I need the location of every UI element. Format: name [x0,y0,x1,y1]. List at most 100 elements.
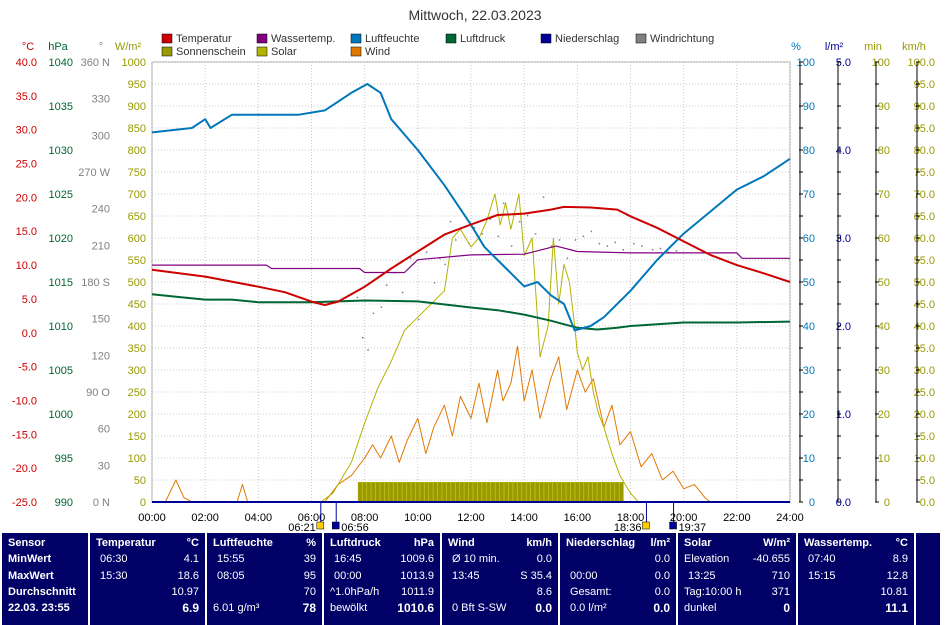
wind-direction-point [385,284,388,286]
wind-axis-unit: km/h [902,41,926,53]
temp-min-time: 06:30 [100,553,128,566]
pressure-max-value: 1013.9 [400,569,434,582]
sunshine-bar [619,482,624,503]
wind-current-value: 0.0 [535,601,552,616]
x-tick-label: 02:00 [191,512,219,524]
wind-direction-point [566,257,569,260]
legend-swatch [161,33,173,44]
water-header: Wassertemp. [804,537,873,549]
wind-direction-point [518,220,521,223]
press-tick-label: 1015 [49,277,73,289]
sunshine-bar [481,482,487,503]
dusk-label: 19:37 [679,522,707,533]
pressure-avg-value: 1011.9 [401,585,434,598]
solar-header: Solar [684,537,712,549]
solar-tick-label: 100 [128,453,146,465]
wind-tick-label: 85.0 [914,123,935,135]
humidity-current-value: 78 [302,601,316,616]
sunshine-bar [574,482,580,503]
legend-swatch [256,33,268,44]
wind-direction-point [590,230,593,233]
legend-swatch [635,33,647,44]
wind-direction-point [372,312,375,315]
wind-direction-point [651,249,654,251]
wind-tick-label: 40.0 [914,321,935,333]
press-tick-label: 1020 [49,233,73,245]
legend-swatch [161,46,173,57]
temp-tick-label: 30.0 [16,125,37,137]
wind-tick-label: 65.0 [914,211,935,223]
legend-label: Temperatur [176,33,232,45]
legend-label: Luftfeuchte [365,33,419,45]
wind-tick-label: 80.0 [914,145,935,157]
pressure-condition: bewölkt [330,602,368,615]
legend-label: Windrichtung [650,33,714,45]
sunshine-bar [552,482,558,503]
temp-unit: °C [186,537,199,549]
wind-avg10-label: Ø 10 min. [452,553,500,566]
x-tick-label: 20:00 [670,512,698,524]
dir-tick-label: 330 [92,94,110,106]
wind-tick-label: 50.0 [914,277,935,289]
wind-beaufort: 0 Bft S-SW [452,602,507,615]
sunshine-bar [601,482,606,503]
dawn-label: 06:56 [341,522,369,533]
sunshine-bar [433,482,438,503]
extra-panel [916,533,940,625]
wind-avg-value: 8.6 [536,585,552,598]
sun-tick-label: 0 [884,497,890,509]
solar-tick-label: 800 [128,145,146,157]
dir-tick-label: 90 O [86,387,110,399]
temp-tick-label: 15.0 [16,226,37,238]
sunshine-bar [393,482,398,503]
temp-tick-label: -15.0 [12,429,37,441]
humidity-avg-value: 70 [303,585,316,598]
wind-direction-point [425,251,428,253]
dir-tick-label: 270 W [78,167,110,179]
dir-axis-unit: ° [99,41,103,53]
sunshine-bar [530,482,536,503]
sunshine-bar [610,482,615,503]
wind-max-value: S 35.4 [520,569,552,582]
sunshine-bar [539,482,544,503]
wind-tick-label: 35.0 [914,343,935,355]
solar-daylength: Tag:10:00 h [684,585,742,598]
sunshine-bar [579,482,584,503]
temp-tick-label: -5.0 [18,362,37,374]
sun-tick-label: 70 [878,189,890,201]
hum-tick-label: 80 [803,145,815,157]
sunshine-bar [379,482,385,503]
x-tick-label: 24:00 [776,512,804,524]
temp-max-time: 15:30 [100,569,128,582]
wind-direction-point [367,349,369,351]
temp-tick-label: 25.0 [16,159,37,171]
sunshine-bar [499,482,505,503]
wind-direction-point [675,250,678,252]
dir-tick-label: 210 [92,240,110,252]
wind-direction-point [558,239,561,241]
sunshine-bar [424,482,429,503]
press-tick-label: 1025 [49,189,73,201]
x-tick-label: 06:00 [298,512,326,524]
sun-tick-label: 20 [878,409,890,421]
wind-tick-label: 10.0 [914,453,935,465]
solar-elevation-label: Elevation [684,553,730,566]
press-tick-label: 995 [55,453,73,465]
sun-tick-label: 10 [878,453,890,465]
rain-total-label: Gesamt: [570,585,612,598]
dir-tick-label: 300 [92,130,110,142]
wind-tick-label: 20.0 [914,409,935,421]
sunshine-bar [366,482,372,503]
temp-min-value: 4.1 [183,553,199,566]
x-tick-label: 00:00 [138,512,166,524]
rain-max-time: 00:00 [570,569,598,582]
sunset-label: 18:36 [614,522,642,533]
wind-direction-point [614,241,617,244]
sunshine-bar [495,482,500,503]
sunshine-bar [517,482,522,503]
humidity-min-value: 39 [303,553,316,566]
humidity-panel: Luftfeuchte% 15:55 39 08:05 95 70 6.01 g/m… [207,533,322,625]
press-tick-label: 1000 [49,409,73,421]
sunshine-bar [508,482,513,503]
wind-direction-point [606,245,609,247]
